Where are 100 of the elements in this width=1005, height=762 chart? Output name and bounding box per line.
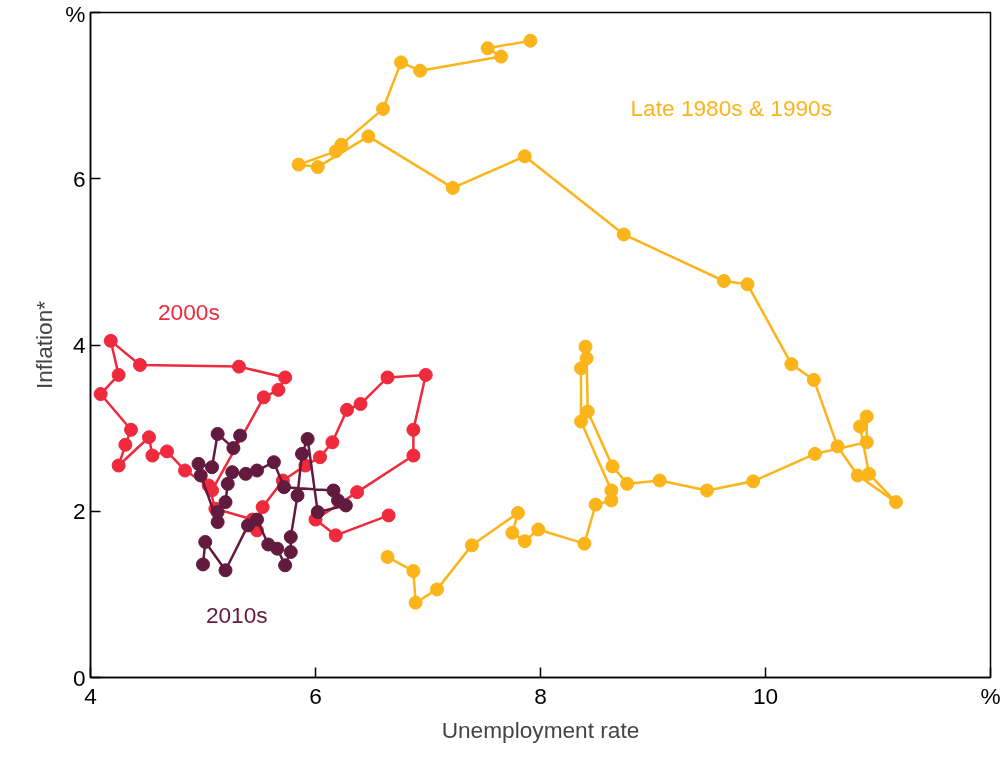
- point: [464, 538, 479, 553]
- point: [716, 274, 731, 288]
- x-axis-title: Unemployment rate: [441, 716, 640, 743]
- point: [283, 530, 298, 545]
- point: [193, 468, 208, 483]
- point: [505, 525, 520, 540]
- point: [191, 456, 206, 471]
- point: [142, 430, 156, 445]
- point: [233, 428, 248, 443]
- point: [406, 422, 421, 437]
- point: [210, 505, 225, 520]
- point: [353, 397, 368, 412]
- y-axis-title: Inflation*: [31, 300, 58, 390]
- point: [578, 339, 593, 354]
- point: [784, 357, 799, 372]
- point: [218, 495, 233, 510]
- point: [616, 227, 631, 242]
- point: [103, 333, 118, 348]
- point: [517, 534, 532, 549]
- point: [652, 473, 667, 488]
- point: [406, 448, 421, 463]
- point: [178, 463, 192, 478]
- point: [310, 160, 325, 175]
- point: [853, 419, 867, 434]
- point: [118, 437, 133, 452]
- y-tick-label: 6: [72, 165, 86, 192]
- x-tick-label: 6: [309, 682, 322, 709]
- point: [261, 537, 276, 552]
- point: [430, 582, 444, 597]
- point: [406, 564, 421, 579]
- point: [620, 476, 635, 491]
- point: [574, 361, 588, 376]
- point: [604, 493, 619, 508]
- point: [291, 157, 306, 172]
- point: [350, 485, 365, 500]
- series-label: 2000s: [158, 298, 220, 325]
- point: [577, 536, 592, 551]
- point: [266, 455, 281, 470]
- point: [408, 595, 423, 610]
- point: [859, 435, 874, 450]
- point: [124, 422, 138, 437]
- point: [413, 63, 428, 78]
- point: [196, 557, 210, 572]
- point: [310, 505, 325, 520]
- point: [523, 33, 538, 48]
- point: [278, 558, 293, 573]
- point: [160, 444, 174, 459]
- point: [133, 357, 147, 372]
- point: [218, 563, 233, 578]
- point: [808, 446, 822, 461]
- point: [605, 459, 620, 474]
- point: [859, 409, 874, 424]
- point: [93, 387, 108, 402]
- point: [588, 497, 603, 512]
- point: [225, 465, 240, 480]
- point: [271, 382, 286, 397]
- point: [380, 370, 395, 385]
- point: [238, 466, 253, 481]
- point: [517, 149, 532, 164]
- point: [300, 431, 315, 446]
- point: [295, 446, 309, 461]
- point: [325, 435, 340, 450]
- point: [111, 367, 126, 382]
- point: [889, 495, 903, 510]
- point: [376, 101, 390, 116]
- point: [313, 450, 327, 465]
- point: [580, 404, 595, 419]
- point: [806, 372, 821, 387]
- point: [480, 41, 495, 56]
- point: [381, 508, 396, 523]
- point: [574, 414, 588, 429]
- point: [380, 549, 395, 564]
- point: [205, 483, 219, 498]
- y-tick-label: 4: [72, 332, 86, 358]
- point: [850, 468, 865, 483]
- point: [338, 498, 353, 513]
- point: [220, 476, 235, 491]
- point: [278, 370, 293, 385]
- point: [445, 180, 460, 195]
- point: [862, 466, 876, 481]
- x-tick-label: 8: [534, 682, 547, 709]
- y-tick-label: %: [65, 0, 86, 27]
- point: [700, 483, 714, 498]
- point: [340, 402, 354, 417]
- x-tick-label: 10: [752, 682, 779, 709]
- point: [232, 359, 246, 374]
- point: [494, 49, 509, 64]
- point: [250, 463, 264, 478]
- point: [328, 528, 343, 543]
- point: [210, 426, 225, 441]
- point: [205, 460, 219, 475]
- point: [394, 55, 408, 70]
- point: [830, 439, 845, 454]
- y-tick-label: 0: [72, 664, 86, 691]
- point: [740, 277, 755, 292]
- point: [255, 500, 270, 515]
- point: [198, 535, 213, 549]
- point: [511, 505, 525, 520]
- point: [145, 448, 160, 463]
- point: [746, 474, 761, 489]
